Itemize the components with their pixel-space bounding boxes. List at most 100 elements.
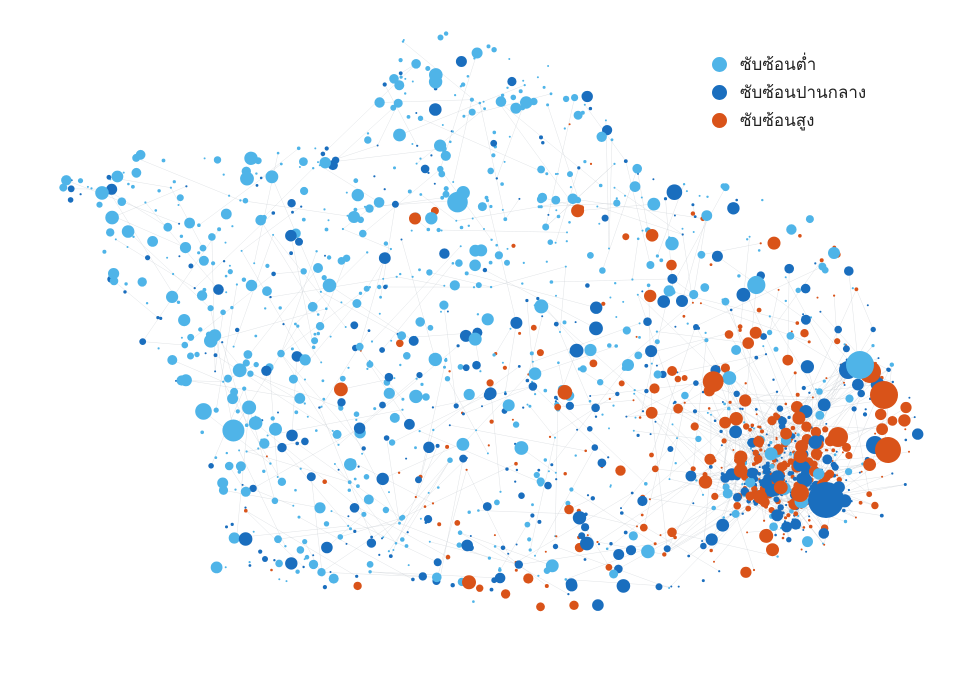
graph-node xyxy=(243,350,253,359)
graph-node xyxy=(376,472,389,486)
graph-node xyxy=(718,570,721,573)
hub-node xyxy=(808,482,844,518)
graph-node xyxy=(843,381,845,384)
graph-node xyxy=(292,504,295,507)
graph-node xyxy=(596,205,599,208)
graph-node xyxy=(363,474,370,480)
graph-node xyxy=(622,326,631,335)
graph-node xyxy=(324,254,326,257)
graph-node xyxy=(598,222,601,225)
graph-node xyxy=(258,549,263,554)
graph-node xyxy=(472,600,475,603)
graph-node xyxy=(238,449,241,452)
graph-node xyxy=(641,544,655,559)
graph-node xyxy=(339,375,346,382)
graph-node xyxy=(471,47,483,59)
graph-node xyxy=(435,443,440,448)
graph-node xyxy=(746,238,749,241)
graph-node xyxy=(363,494,374,505)
graph-node xyxy=(700,283,710,292)
graph-node xyxy=(282,323,285,326)
graph-node xyxy=(494,499,500,506)
node-layer xyxy=(59,31,924,612)
graph-node xyxy=(834,338,841,345)
graph-node xyxy=(242,359,250,367)
graph-node xyxy=(383,241,389,246)
graph-node xyxy=(317,568,326,577)
graph-node xyxy=(512,421,520,428)
graph-node xyxy=(733,463,748,478)
graph-node xyxy=(778,416,787,426)
graph-node xyxy=(399,272,402,276)
hub-node xyxy=(676,295,688,307)
graph-node xyxy=(277,477,287,486)
graph-node xyxy=(482,502,492,511)
graph-node xyxy=(537,165,545,174)
graph-node xyxy=(515,468,519,472)
graph-node xyxy=(692,502,695,505)
graph-node xyxy=(674,325,677,328)
graph-node xyxy=(131,184,135,189)
graph-node xyxy=(353,529,357,534)
graph-node xyxy=(208,463,214,469)
graph-node xyxy=(711,492,719,500)
graph-node xyxy=(145,302,149,305)
graph-node xyxy=(432,572,442,583)
graph-node xyxy=(475,429,478,432)
graph-node xyxy=(843,384,846,386)
graph-node xyxy=(511,418,514,421)
graph-node xyxy=(349,527,352,531)
graph-node xyxy=(589,395,592,397)
graph-node xyxy=(613,549,625,560)
graph-node xyxy=(693,215,697,219)
graph-node xyxy=(111,170,124,183)
legend: ซับซ้อนต่ำ ซับซ้อนปานกลาง ซับซ้อนสูง xyxy=(712,50,866,134)
graph-node xyxy=(874,432,877,435)
graph-node xyxy=(585,283,590,288)
graph-node xyxy=(693,324,699,330)
graph-node xyxy=(787,471,793,476)
graph-node xyxy=(798,234,802,238)
graph-node xyxy=(315,322,325,331)
graph-node xyxy=(238,532,253,546)
graph-node xyxy=(754,408,758,411)
graph-node xyxy=(123,290,127,294)
graph-node xyxy=(654,420,657,423)
graph-node xyxy=(289,251,293,256)
graph-node xyxy=(584,343,597,357)
graph-node xyxy=(502,399,515,412)
graph-node xyxy=(347,488,351,492)
graph-node xyxy=(271,497,279,505)
graph-node xyxy=(461,412,465,416)
graph-node xyxy=(822,426,829,433)
graph-node xyxy=(230,522,234,527)
graph-node xyxy=(534,299,549,314)
graph-node xyxy=(609,542,613,546)
graph-node xyxy=(698,194,701,197)
graph-node xyxy=(404,418,415,430)
graph-node xyxy=(507,552,510,555)
graph-node xyxy=(132,235,135,238)
graph-node xyxy=(443,284,446,287)
graph-node xyxy=(729,412,743,426)
graph-node xyxy=(628,531,638,541)
graph-node xyxy=(753,436,765,447)
graph-node xyxy=(294,393,306,404)
graph-node xyxy=(605,547,609,551)
graph-node xyxy=(455,259,463,267)
graph-node xyxy=(382,277,385,280)
graph-node xyxy=(299,354,311,366)
graph-node xyxy=(194,351,200,358)
graph-node xyxy=(780,427,792,440)
graph-node xyxy=(255,172,258,175)
graph-node xyxy=(228,194,231,197)
graph-node xyxy=(472,286,476,289)
graph-node xyxy=(177,204,180,206)
graph-node xyxy=(720,444,723,447)
graph-node xyxy=(632,429,635,432)
graph-node xyxy=(863,458,876,471)
graph-node xyxy=(291,351,303,362)
graph-node xyxy=(544,550,547,553)
graph-node xyxy=(410,229,413,232)
graph-node xyxy=(797,514,800,518)
